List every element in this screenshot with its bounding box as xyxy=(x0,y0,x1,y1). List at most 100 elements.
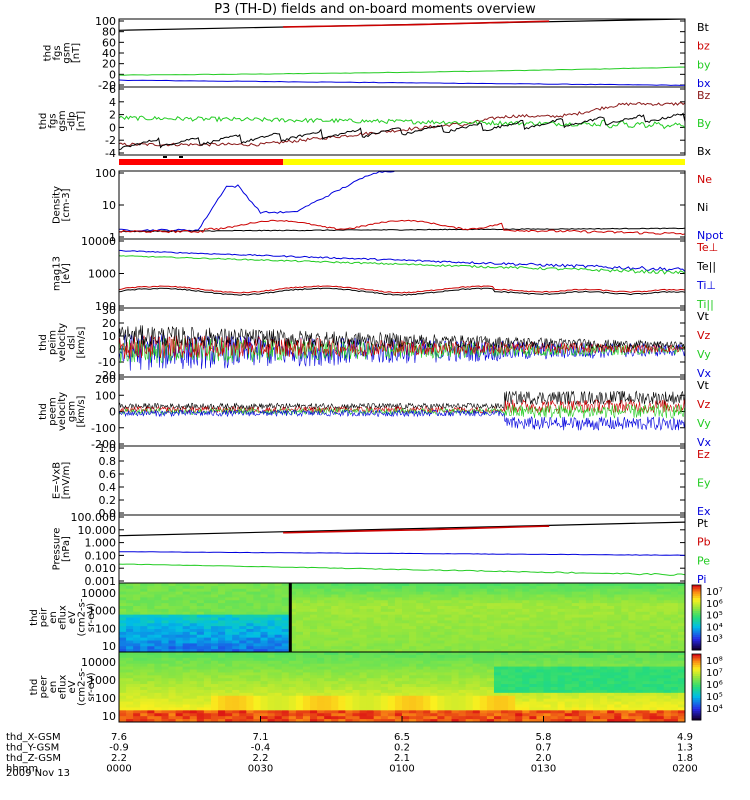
heat-cell xyxy=(585,654,594,659)
heat-cell xyxy=(161,603,170,607)
colorbar-cell xyxy=(692,600,701,603)
colorbar-cell xyxy=(692,693,701,697)
heat-cell xyxy=(147,652,155,656)
heat-cell xyxy=(281,631,290,636)
heat-cell xyxy=(338,646,346,650)
heat-cell xyxy=(557,614,566,619)
heat-cell xyxy=(628,695,637,700)
heat-cell xyxy=(670,594,679,598)
heat-cell xyxy=(253,654,262,659)
heat-cell xyxy=(543,692,552,697)
heat-cell xyxy=(182,588,191,593)
heat-cell xyxy=(515,707,523,711)
heat-cell xyxy=(359,657,368,662)
heat-cell xyxy=(302,643,311,647)
heat-cell xyxy=(656,669,665,674)
colorbar-cell xyxy=(692,628,701,631)
heat-cell xyxy=(154,614,163,619)
heat-cell xyxy=(578,695,587,700)
heat-cell xyxy=(607,704,615,709)
heat-cell xyxy=(409,611,417,616)
heat-cell xyxy=(437,629,446,633)
heat-cell xyxy=(529,657,538,662)
heat-cell xyxy=(600,672,608,676)
heat-cell xyxy=(189,687,198,691)
heat-cell xyxy=(479,611,488,616)
heat-cell xyxy=(119,591,127,596)
heat-cell xyxy=(465,675,474,679)
heat-cell xyxy=(649,585,658,590)
heat-cell xyxy=(557,707,566,711)
heat-cell xyxy=(522,637,530,642)
heat-cell xyxy=(168,719,177,722)
orbit-row-value: 0030 xyxy=(248,764,273,775)
y-tick-label: 20 xyxy=(102,58,116,71)
heat-cell xyxy=(670,695,679,700)
heat-cell xyxy=(380,704,389,709)
heat-cell xyxy=(295,669,304,674)
heat-cell xyxy=(373,698,382,703)
heat-cell xyxy=(288,704,297,709)
heat-cell xyxy=(225,689,233,694)
heat-cell xyxy=(508,643,516,647)
heat-cell xyxy=(557,637,566,642)
heat-cell xyxy=(593,678,601,682)
heat-cell xyxy=(366,634,375,639)
heat-cell xyxy=(338,591,346,596)
heat-cell xyxy=(317,617,325,621)
heat-cell xyxy=(550,617,559,621)
heat-cell xyxy=(366,600,375,604)
heat-cell xyxy=(260,614,269,619)
heat-cell xyxy=(409,652,417,656)
heat-cell xyxy=(140,666,148,671)
heat-cell xyxy=(274,600,283,604)
heat-cell xyxy=(189,681,198,685)
heat-cell xyxy=(508,583,516,587)
heat-cell xyxy=(119,629,127,633)
heat-cell xyxy=(147,588,155,593)
heat-cell xyxy=(557,660,566,665)
heat-cell xyxy=(218,701,226,706)
heat-cell xyxy=(267,716,276,720)
heat-cell xyxy=(331,716,339,720)
heat-cell xyxy=(310,669,318,674)
legend-ni: Ni xyxy=(697,201,708,214)
heat-cell xyxy=(317,606,325,610)
heat-cell xyxy=(182,681,191,685)
heat-cell xyxy=(642,608,651,613)
heat-cell xyxy=(656,594,665,598)
heat-cell xyxy=(133,689,141,694)
heat-cell xyxy=(585,698,594,703)
heat-cell xyxy=(225,663,233,668)
heat-cell xyxy=(600,654,608,659)
heat-cell xyxy=(416,687,424,691)
orbit-row-label: hhmm xyxy=(6,764,38,775)
heat-cell xyxy=(585,707,594,711)
heat-cell xyxy=(359,603,368,607)
heat-cell xyxy=(550,649,559,652)
heat-cell xyxy=(607,678,615,682)
heat-cell xyxy=(175,707,184,711)
heat-cell xyxy=(239,611,247,616)
heat-cell xyxy=(409,623,417,627)
heat-cell xyxy=(274,669,283,674)
heat-cell xyxy=(628,585,637,590)
heat-cell xyxy=(416,684,424,688)
heat-cell xyxy=(310,637,318,642)
heat-cell xyxy=(423,583,431,587)
heat-cell xyxy=(281,681,290,685)
heat-cell xyxy=(295,666,304,671)
heat-cell xyxy=(600,707,608,711)
heat-cell xyxy=(189,669,198,674)
heat-cell xyxy=(373,666,382,671)
heat-cell xyxy=(635,623,644,627)
heat-cell xyxy=(458,710,467,714)
heat-cell xyxy=(642,701,651,706)
heat-cell xyxy=(607,617,615,621)
heat-cell xyxy=(161,606,170,610)
heat-cell xyxy=(288,597,297,601)
heat-cell xyxy=(366,620,375,624)
heat-cell xyxy=(168,640,177,644)
heat-cell xyxy=(387,707,396,711)
heat-cell xyxy=(536,687,545,691)
